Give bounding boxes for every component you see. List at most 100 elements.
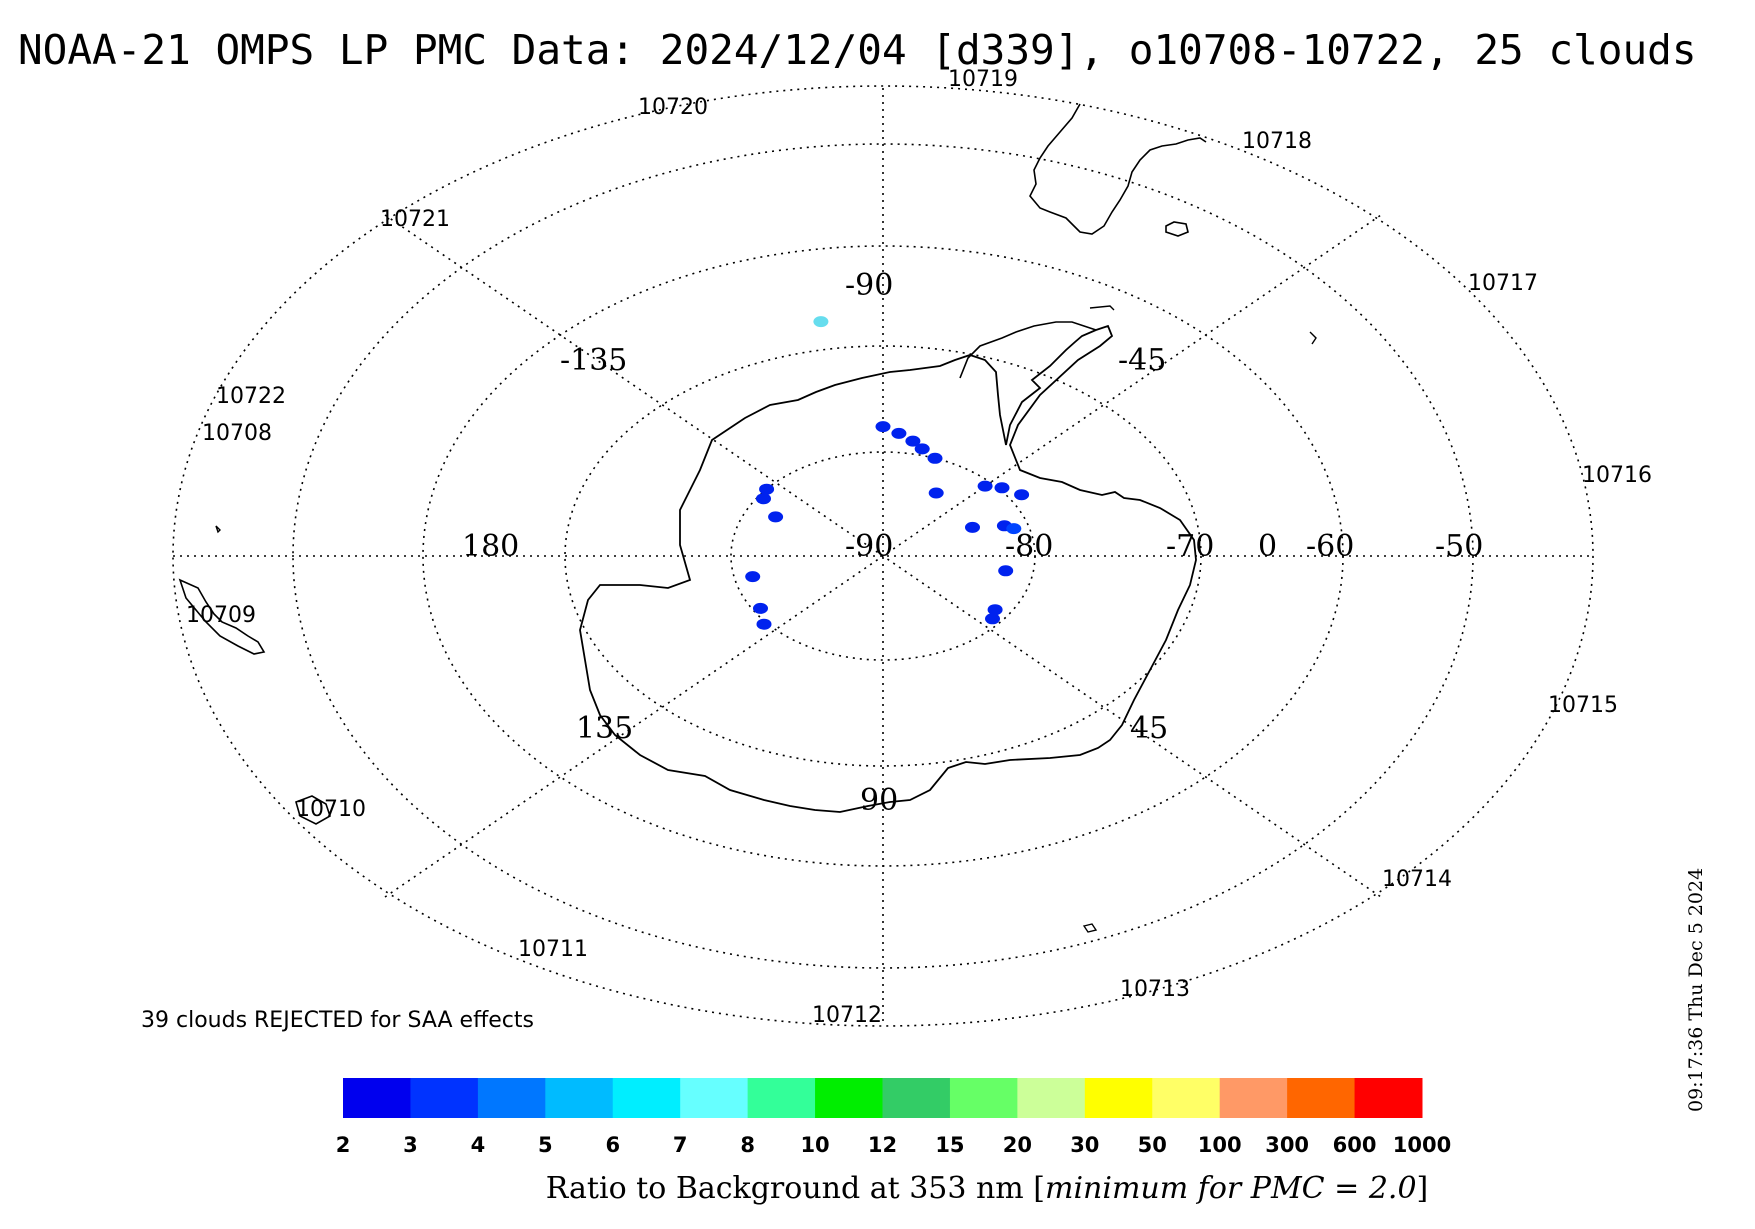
colorbar-swatch — [815, 1078, 883, 1118]
pmc-cloud-point — [759, 483, 775, 495]
lat-lon-grid — [172, 85, 1594, 1027]
colorbar-tick-label: 15 — [935, 1133, 964, 1157]
south-georgia — [1309, 331, 1317, 345]
longitude-labels: -90 -135 -45 180 -90 -80 -70 0 -60 -50 1… — [462, 268, 1483, 818]
colorbar-swatch — [949, 1078, 1018, 1118]
pmc-cloud-point — [987, 604, 1003, 616]
orbit-label: 10717 — [1468, 271, 1538, 296]
orbit-label: 10721 — [380, 207, 450, 232]
meridian-45-b — [384, 214, 1382, 898]
lon-label: -50 — [1435, 529, 1483, 564]
colorbar-swatch — [747, 1078, 816, 1118]
lon-label: -60 — [1306, 529, 1354, 564]
colorbar-swatch — [882, 1078, 951, 1118]
lon-label: 135 — [576, 711, 633, 746]
colorbar-tick-label: 3 — [403, 1133, 418, 1157]
colorbar-tick-label: 4 — [471, 1133, 486, 1157]
orbit-label: 10708 — [202, 421, 272, 446]
colorbar-tick-label: 6 — [605, 1133, 620, 1157]
pmc-cloud-point — [998, 565, 1014, 577]
colorbar-swatch — [680, 1078, 749, 1118]
pmc-cloud-point — [745, 571, 761, 583]
orbit-labels: 10719 10720 10718 10721 10717 10722 1070… — [186, 67, 1652, 1028]
orbit-label: 10716 — [1582, 463, 1652, 488]
lon-label: -90 — [845, 529, 893, 564]
pmc-cloud-point — [768, 511, 784, 523]
colorbar-swatch — [477, 1078, 546, 1118]
pmc-cloud-point — [985, 613, 1000, 625]
orbit-label: 10710 — [296, 797, 366, 822]
pmc-cloud-point — [927, 452, 943, 464]
colorbar-tick-label: 8 — [740, 1133, 755, 1157]
lon-label: -45 — [1118, 343, 1166, 378]
polar-stereographic-map: -90 -135 -45 180 -90 -80 -70 0 -60 -50 1… — [172, 67, 1652, 1028]
pmc-cloud-point — [928, 487, 944, 499]
orbit-label: 10713 — [1120, 977, 1190, 1002]
antarctica-coastline — [579, 324, 1197, 813]
pmc-cloud-point — [875, 421, 891, 433]
lon-label: -90 — [845, 268, 893, 303]
pmc-cloud-point — [994, 482, 1010, 494]
pmc-cloud-point — [891, 427, 907, 439]
colorbar — [343, 1078, 1423, 1118]
plot-timestamp: 09:17:36 Thu Dec 5 2024 — [1685, 868, 1707, 1112]
colorbar-swatch — [545, 1078, 614, 1118]
figure-title: NOAA-21 OMPS LP PMC Data: 2024/12/04 [d3… — [18, 26, 1697, 74]
orbit-label: 10718 — [1242, 129, 1312, 154]
lon-label: -70 — [1166, 529, 1214, 564]
pmc-cloud-point — [753, 602, 768, 614]
orbit-label: 10715 — [1548, 693, 1618, 718]
latitude-circle-70 — [564, 345, 1202, 767]
pmc-cloud-point — [756, 493, 771, 505]
colorbar-title-italic: minimum for PMC = 2.0 — [1045, 1171, 1417, 1206]
colorbar-swatch — [1354, 1078, 1423, 1118]
colorbar-swatch — [612, 1078, 681, 1118]
kerguelen-island — [1082, 923, 1098, 933]
colorbar-tick-label: 7 — [673, 1133, 688, 1157]
lon-label: 0 — [1258, 529, 1277, 564]
lon-label: 180 — [462, 529, 519, 564]
colorbar-tick-label: 12 — [868, 1133, 897, 1157]
colorbar-tick-labels: 2 3 4 5 6 7 8 10 12 15 20 30 50 100 300 600 1000 — [336, 1133, 1452, 1157]
antarctic-peninsula — [959, 321, 1097, 379]
colorbar-tick-label: 100 — [1198, 1133, 1242, 1157]
colorbar-swatch — [343, 1078, 411, 1118]
colorbar-title-suffix: ] — [1417, 1171, 1429, 1206]
colorbar-tick-label: 50 — [1138, 1133, 1167, 1157]
colorbar-tick-label: 20 — [1003, 1133, 1032, 1157]
rejected-clouds-note: 39 clouds REJECTED for SAA effects — [141, 1008, 534, 1033]
orbit-label: 10722 — [216, 384, 286, 409]
colorbar-tick-label: 600 — [1333, 1133, 1377, 1157]
colorbar-tick-label: 300 — [1265, 1133, 1309, 1157]
latitude-circle-40 — [172, 85, 1594, 1027]
small-island-west — [215, 525, 221, 534]
pmc-cloud-points — [745, 316, 1030, 630]
colorbar-tick-label: 30 — [1070, 1133, 1099, 1157]
lon-label: 90 — [860, 783, 898, 818]
pmc-cloud-point — [1014, 489, 1030, 501]
pmc-cloud-point — [905, 435, 921, 447]
orbit-label: 10712 — [812, 1003, 882, 1028]
south-america-tip — [1029, 103, 1207, 235]
pmc-cloud-point — [813, 316, 829, 328]
pmc-cloud-point — [756, 618, 772, 630]
colorbar-title-prefix: Ratio to Background at 353 nm [ — [546, 1171, 1045, 1206]
orbit-label: 10719 — [948, 67, 1018, 92]
orbit-label: 10709 — [186, 603, 256, 628]
colorbar-tick-label: 5 — [538, 1133, 553, 1157]
pmc-cloud-point — [1006, 523, 1022, 535]
pmc-cloud-point — [965, 521, 980, 533]
new-zealand — [178, 578, 266, 655]
colorbar-tick-label: 2 — [336, 1133, 351, 1157]
colorbar-swatch — [1287, 1078, 1356, 1118]
falkland-islands — [1165, 221, 1189, 237]
colorbar-title: Ratio to Background at 353 nm [minimum f… — [546, 1171, 1429, 1206]
lon-label: -135 — [560, 343, 627, 378]
lon-label: 45 — [1130, 711, 1168, 746]
colorbar-swatch — [1084, 1078, 1153, 1118]
colorbar-tick-label: 10 — [800, 1133, 829, 1157]
pmc-cloud-point — [977, 480, 993, 492]
pmc-cloud-point — [914, 443, 930, 455]
colorbar-tick-label: 1000 — [1393, 1133, 1451, 1157]
colorbar-swatch — [1017, 1078, 1086, 1118]
